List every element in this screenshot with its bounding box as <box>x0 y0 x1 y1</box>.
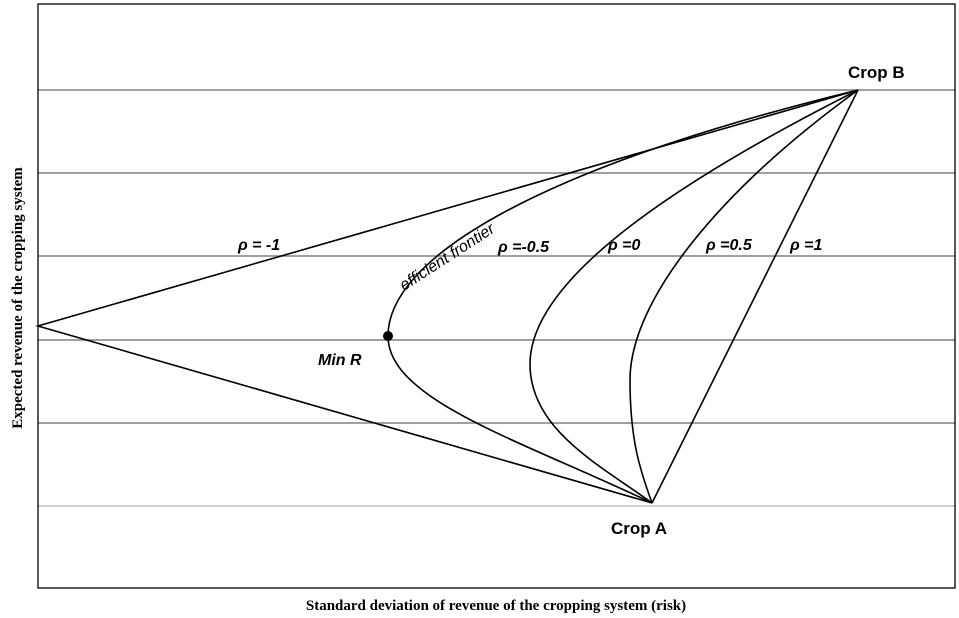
crop-a-label: Crop A <box>611 519 667 538</box>
x-axis-title: Standard deviation of revenue of the cro… <box>306 598 686 614</box>
curve-rho-0 <box>529 89 859 504</box>
curve-rho-0.5 <box>629 89 859 504</box>
curve-rho-minus-0.5 <box>387 89 859 504</box>
series-label-rho-0: ρ =0 <box>607 237 640 254</box>
series-label-rho-0.5: ρ =0.5 <box>705 237 753 254</box>
curve-rho-minus-1 <box>35 89 859 504</box>
min-r-label: Min R <box>318 352 362 369</box>
min-r-point <box>383 331 393 341</box>
series-label-rho-minus-0.5: ρ =-0.5 <box>497 239 550 256</box>
series-label-rho-1: ρ =1 <box>789 237 822 254</box>
series-label-rho-minus-1: ρ = -1 <box>237 237 280 254</box>
efficient-frontier-label: efficient frontier <box>397 220 499 294</box>
plot-frame <box>37 3 956 589</box>
curve-rho-1 <box>651 89 859 504</box>
crop-b-label: Crop B <box>848 63 905 82</box>
y-axis-title: Expected revenue of the cropping system <box>10 167 26 429</box>
